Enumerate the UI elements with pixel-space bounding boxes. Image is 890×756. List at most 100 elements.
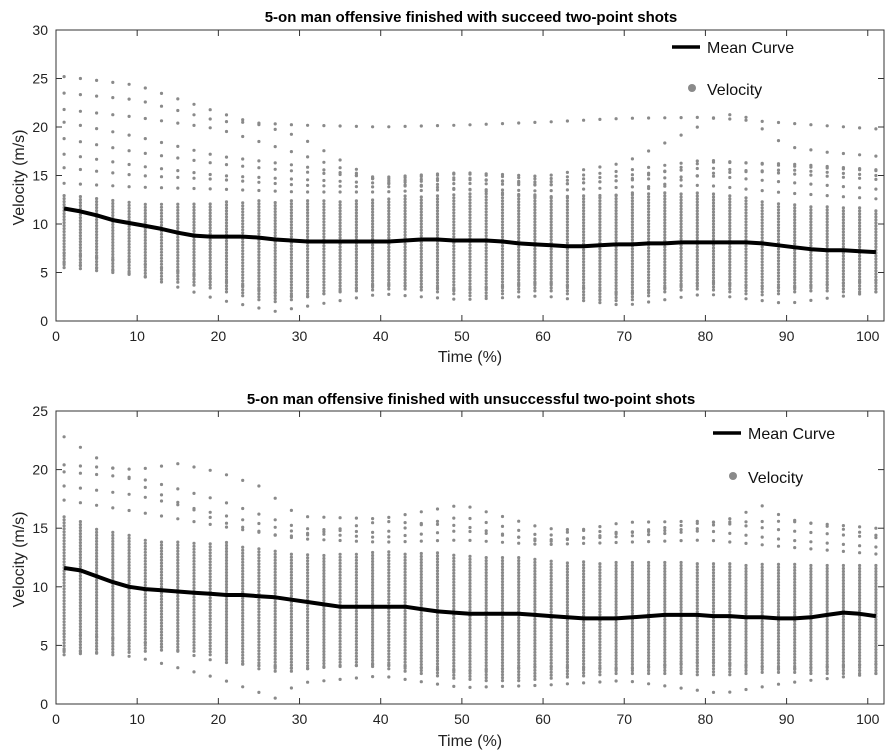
velocity-point [614,266,618,270]
velocity-point [500,649,505,653]
velocity-point [549,527,553,531]
velocity-point [614,611,618,616]
velocity-point [484,571,488,575]
velocity-point [614,563,618,568]
velocity-point [614,218,618,222]
velocity-point [825,226,829,230]
velocity-point [858,620,862,625]
velocity-point [289,636,293,640]
velocity-point [192,598,196,602]
velocity-point [500,658,505,662]
velocity-point [679,620,683,625]
velocity-point [419,295,423,299]
velocity-point [143,220,147,224]
velocity-point [322,168,326,172]
velocity-point [679,258,683,262]
velocity-point [224,552,229,557]
velocity-point [322,515,326,519]
velocity-point [711,655,716,659]
velocity-point [273,555,277,559]
velocity-point [517,666,521,670]
velocity-point [793,631,797,636]
velocity-point [760,170,764,174]
y-tick-label: 25 [32,403,48,419]
velocity-point [111,225,115,230]
velocity-point [647,258,651,262]
velocity-point [874,239,878,243]
velocity-point [695,278,699,282]
velocity-point [306,559,310,563]
velocity-point [874,278,878,282]
velocity-point [565,259,570,263]
velocity-point [452,568,456,572]
velocity-point [582,293,586,297]
velocity-point [679,225,683,229]
velocity-point [858,617,862,622]
velocity-point [744,644,748,649]
velocity-point [289,570,293,574]
velocity-point [78,246,82,250]
velocity-point [143,100,147,104]
velocity-point [598,607,602,611]
velocity-point [78,263,82,267]
velocity-point [111,506,115,510]
velocity-point [289,244,293,248]
y-tick-label: 10 [32,579,48,595]
velocity-point [825,524,829,528]
velocity-point [549,676,553,680]
velocity-point [598,577,602,581]
velocity-point [322,171,326,175]
velocity-point [241,283,245,288]
velocity-point [663,170,667,174]
velocity-point [403,639,407,643]
velocity-point [809,259,813,263]
velocity-point [338,579,342,583]
velocity-point [435,272,440,276]
velocity-point [582,541,586,546]
velocity-point [289,259,293,263]
velocity-point [62,626,66,630]
velocity-point [192,670,196,674]
velocity-point [841,242,846,246]
velocity-point [825,232,829,236]
velocity-point [62,644,66,648]
velocity-point [78,204,82,208]
velocity-point [452,574,456,578]
velocity-point [728,200,732,204]
velocity-point [208,208,212,212]
velocity-point [809,547,813,551]
velocity-point [809,638,813,643]
velocity-point [809,578,813,583]
velocity-point [403,579,407,583]
velocity-point [841,185,846,189]
velocity-point [192,577,196,581]
velocity-point [841,524,846,528]
velocity-point [176,202,180,206]
velocity-point [289,169,293,173]
velocity-point [95,143,99,147]
velocity-point [289,183,293,187]
velocity-point [78,526,82,530]
velocity-point [728,625,732,629]
velocity-point [338,124,342,128]
velocity-point [354,250,358,254]
velocity-point [435,635,440,639]
velocity-point [565,241,570,245]
velocity-point [354,256,358,260]
velocity-point [565,621,570,625]
velocity-point [793,278,797,282]
velocity-point [419,222,423,226]
velocity-point [809,169,813,173]
velocity-point [257,232,261,236]
velocity-point [809,635,813,640]
velocity-point [62,266,66,270]
velocity-point [241,249,245,253]
velocity-point [663,626,667,631]
velocity-point [419,234,423,238]
velocity-point [208,283,212,287]
velocity-point [858,656,862,661]
velocity-point [517,260,521,264]
velocity-point [159,627,164,631]
velocity-point [841,650,846,655]
velocity-point [387,655,391,659]
